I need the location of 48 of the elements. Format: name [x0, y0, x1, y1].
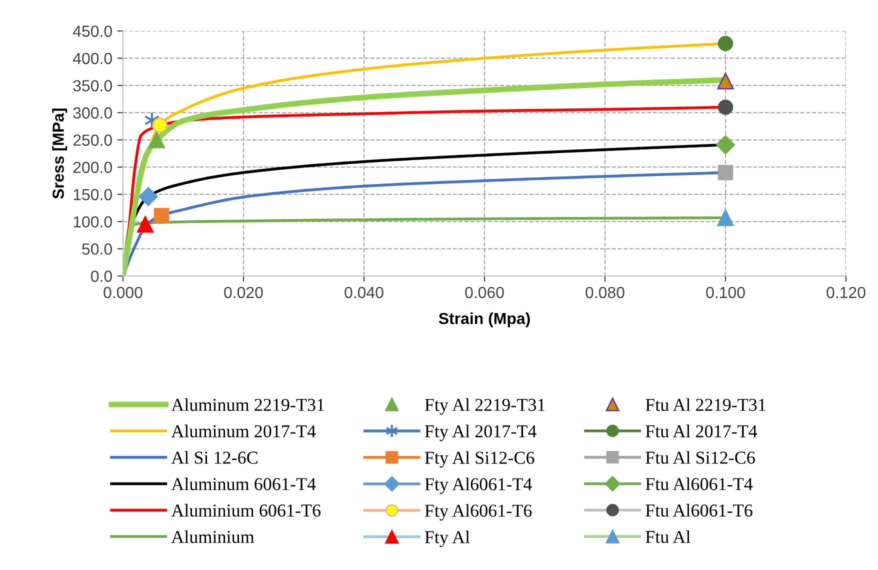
x-tick-label: 0.080 — [586, 286, 624, 298]
legend-label: Ftu Al6061-T6 — [646, 504, 752, 517]
point — [717, 72, 734, 90]
y-tick-label: 100.0 — [74, 216, 112, 228]
legend-label: Aluminum 6061-T4 — [171, 478, 316, 490]
legend-label: Aluminium 6061-T6 — [171, 504, 321, 517]
y-tick-label: 350.0 — [73, 80, 112, 92]
point — [718, 164, 734, 180]
point — [718, 100, 734, 115]
y-tick-label: 0.0 — [91, 270, 112, 282]
y-axis-title: Sress [MPa] — [52, 108, 68, 199]
x-tick-label: 0.040 — [344, 286, 384, 298]
legend-label: Fty Al 2219-T31 — [424, 398, 545, 415]
legend-label: Aluminum 2219-T31 — [171, 398, 324, 411]
x-axis-title: Strain (Mpa) — [438, 312, 530, 328]
legend-label: Ftu Al6061-T4 — [646, 478, 753, 490]
x-tick-label: 0.000 — [104, 286, 142, 298]
legend-label: Ftu Al 2219-T31 — [646, 398, 766, 411]
point — [152, 118, 168, 133]
point — [136, 216, 154, 233]
y-tick-label: 450.0 — [72, 26, 112, 37]
x-tick-label: 0.120 — [826, 286, 866, 298]
x-tick-label: 0.020 — [224, 286, 263, 298]
x-tick-label: 0.100 — [706, 286, 745, 298]
x-tick-label: 0.060 — [465, 286, 504, 298]
y-tick-label: 200.0 — [73, 162, 112, 174]
legend-label: Fty Al6061-T6 — [424, 504, 532, 521]
y-tick-label: 400.0 — [72, 52, 112, 64]
legend-label: Ftu Al — [646, 530, 690, 544]
legend-label: Al Si 12-6C — [171, 451, 258, 464]
point — [718, 36, 734, 52]
y-tick-label: 250.0 — [73, 134, 112, 146]
legend-label: Aluminum 2017-T4 — [171, 424, 316, 438]
point — [148, 132, 166, 148]
point — [716, 135, 736, 154]
y-tick-label: 50.0 — [82, 243, 112, 255]
legend-label: Aluminium — [171, 530, 254, 544]
legend-label: Fty Al6061-T4 — [424, 478, 532, 494]
point — [138, 186, 158, 206]
legend-label: Fty Al Si12-C6 — [424, 451, 534, 468]
legend-label: Fty Al — [424, 530, 470, 548]
point — [717, 209, 734, 226]
legend-label: Ftu Al Si12-C6 — [646, 451, 755, 464]
legend-label: Ftu Al 2017-T4 — [646, 424, 758, 438]
y-tick-label: 300.0 — [73, 107, 112, 119]
point — [154, 208, 170, 224]
y-tick-label: 150.0 — [74, 188, 112, 200]
legend-label: Fty Al 2017-T4 — [424, 424, 536, 442]
